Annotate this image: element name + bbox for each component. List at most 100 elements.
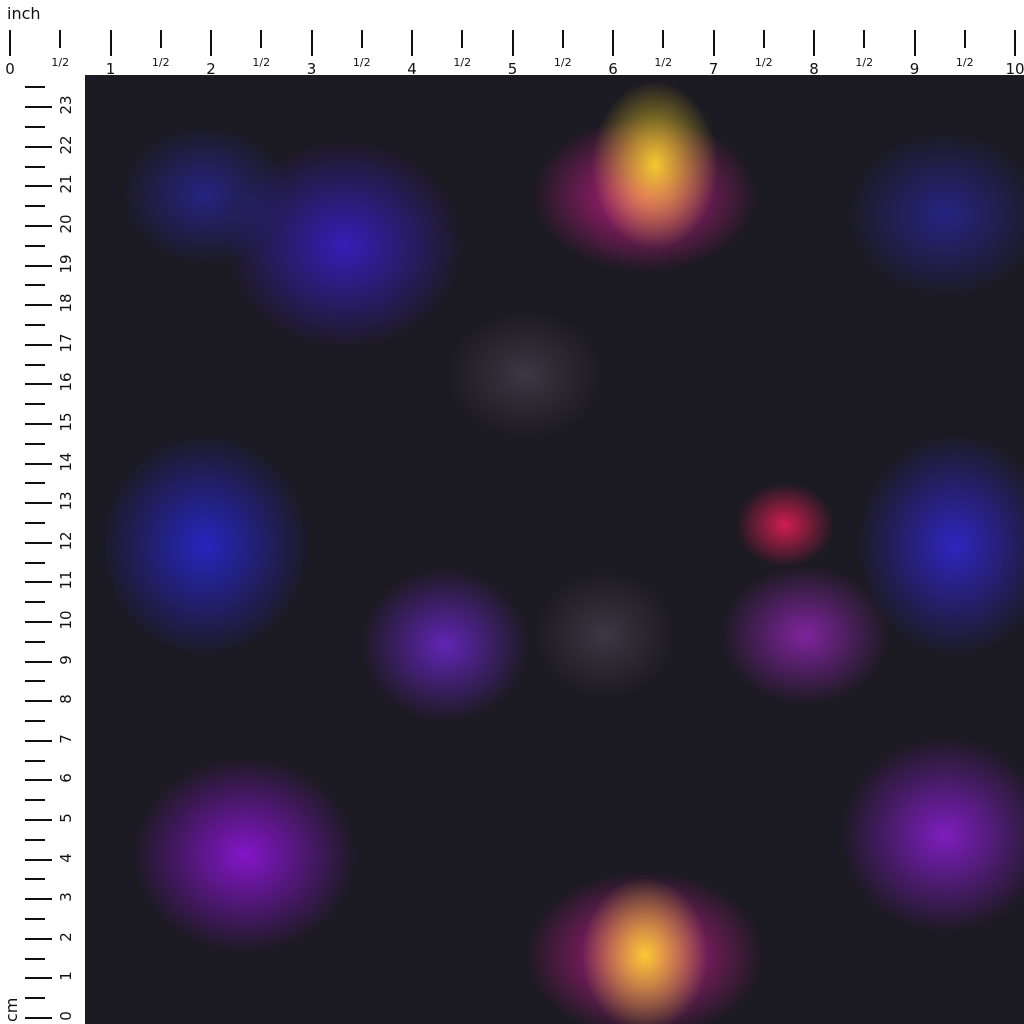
cm-tick [25, 423, 52, 425]
cm-tick [25, 462, 52, 465]
half-cm-tick [25, 918, 45, 920]
cm-label: 2 [57, 932, 75, 942]
half-inch-tick [561, 30, 564, 48]
half-inch-label: 1/2 [553, 56, 572, 69]
cm-label: 17 [57, 333, 75, 353]
cm-label: 7 [57, 734, 75, 744]
half-inch-tick [963, 30, 966, 48]
inch-label: 7 [708, 60, 719, 78]
half-cm-tick [25, 680, 45, 683]
half-cm-tick [25, 205, 45, 208]
half-inch-label: 1/2 [754, 56, 773, 69]
half-cm-tick [25, 244, 45, 247]
half-inch-label: 1/2 [955, 56, 974, 69]
inch-tick [511, 30, 514, 56]
half-cm-tick [25, 799, 45, 802]
cm-label: 9 [57, 654, 75, 665]
inch-label: 2 [206, 60, 216, 78]
half-cm-tick [25, 126, 45, 128]
half-inch-label: 1/2 [252, 56, 271, 69]
inch-tick [813, 30, 815, 56]
cm-tick [25, 739, 52, 742]
half-inch-tick [260, 30, 263, 48]
cm-tick [25, 383, 52, 386]
cm-tick [25, 858, 52, 861]
half-inch-label: 1/2 [151, 56, 170, 69]
half-cm-tick [25, 86, 45, 89]
half-cm-tick [25, 759, 45, 762]
half-cm-tick [25, 957, 45, 960]
cm-label: 6 [57, 773, 75, 784]
half-cm-tick [25, 601, 45, 604]
half-cm-tick [25, 442, 45, 445]
inch-tick [210, 30, 212, 56]
half-cm-tick [25, 324, 45, 326]
cm-label: 13 [57, 491, 75, 511]
cm-label: 5 [57, 813, 75, 823]
inch-tick [109, 30, 112, 56]
half-cm-tick [25, 997, 45, 1000]
half-cm-tick [25, 482, 45, 485]
half-cm-tick [25, 878, 45, 881]
cm-label: 23 [57, 95, 75, 115]
fabric-pattern-image [85, 75, 1024, 1024]
cm-tick [25, 937, 52, 940]
cm-tick [25, 343, 52, 346]
cm-tick [25, 541, 52, 544]
inch-tick [411, 30, 413, 56]
inch-label: 4 [407, 60, 417, 78]
cm-tick [25, 145, 52, 148]
half-cm-tick [25, 640, 45, 643]
cm-label: 22 [57, 135, 75, 155]
cm-label: 18 [57, 293, 75, 313]
cm-label: 15 [57, 412, 75, 432]
inch-unit-label: inch [7, 4, 41, 23]
cm-label: 8 [57, 694, 75, 704]
half-cm-tick [25, 284, 45, 287]
half-cm-tick [25, 363, 45, 366]
inch-tick [712, 30, 715, 56]
cm-tick [25, 185, 52, 188]
half-inch-label: 1/2 [453, 56, 472, 69]
inch-label: 3 [306, 60, 317, 78]
cm-tick [25, 106, 52, 109]
half-inch-tick [59, 30, 62, 48]
cm-tick [25, 819, 52, 821]
inch-tick [1014, 30, 1016, 56]
cm-tick [25, 304, 52, 307]
cm-tick [25, 621, 52, 623]
cm-label: 4 [57, 852, 75, 863]
cm-tick [25, 502, 52, 505]
cm-label: 12 [57, 531, 75, 551]
inch-label: 1 [105, 60, 116, 78]
cm-label: 21 [57, 174, 75, 194]
half-inch-tick [461, 30, 464, 48]
cm-tick [25, 1017, 52, 1019]
cm-unit-label: cm [2, 997, 21, 1022]
inch-label: 0 [5, 60, 15, 78]
cm-tick [25, 700, 52, 703]
inch-label: 10 [1005, 60, 1024, 78]
inch-tick [612, 30, 614, 56]
inch-tick [310, 30, 313, 56]
cm-label: 1 [57, 971, 75, 982]
cm-label: 20 [57, 214, 75, 234]
cm-tick [25, 581, 52, 584]
half-cm-tick [25, 165, 45, 168]
half-cm-tick [25, 403, 45, 406]
cm-tick [25, 264, 52, 267]
half-inch-tick [159, 30, 162, 48]
half-cm-tick [25, 561, 45, 564]
half-cm-tick [25, 720, 45, 722]
cm-label: 19 [57, 254, 75, 274]
half-inch-tick [762, 30, 765, 48]
cm-label: 3 [57, 892, 75, 902]
cm-label: 11 [57, 570, 75, 590]
half-inch-tick [863, 30, 866, 48]
half-cm-tick [25, 522, 45, 524]
cm-tick [25, 660, 52, 663]
half-inch-label: 1/2 [654, 56, 673, 69]
half-inch-tick [662, 30, 665, 48]
half-inch-label: 1/2 [352, 56, 371, 69]
half-inch-label: 1/2 [855, 56, 874, 69]
